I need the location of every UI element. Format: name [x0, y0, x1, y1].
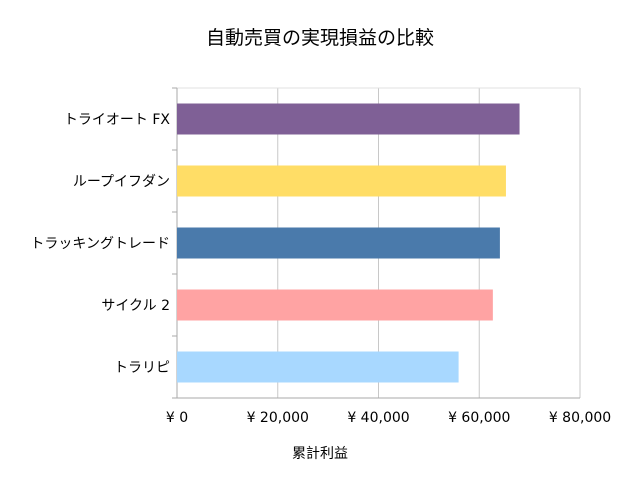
- x-axis-labels: ¥ 0 ¥ 20,000 ¥ 40,000 ¥ 60,000 ¥ 80,000: [166, 410, 611, 426]
- x-tick-label: ¥ 0: [166, 410, 188, 426]
- x-tick-label: ¥ 40,000: [347, 410, 409, 426]
- x-axis-title: 累計利益: [292, 446, 348, 462]
- x-tick-label: ¥ 80,000: [549, 410, 611, 426]
- y-tick-label: ループイフダン: [73, 174, 170, 190]
- y-tick-label: トライオート FX: [64, 112, 171, 128]
- y-tick-label: トラリピ: [114, 360, 170, 376]
- bar: [177, 165, 506, 197]
- bar: [177, 103, 520, 135]
- y-tick-label: サイクル 2: [101, 298, 170, 314]
- bars: [177, 103, 520, 383]
- bar: [177, 227, 500, 259]
- bar: [177, 351, 459, 383]
- x-tick-label: ¥ 60,000: [448, 410, 510, 426]
- y-tick-label: トラッキングトレード: [30, 236, 170, 252]
- x-tick-label: ¥ 20,000: [247, 410, 309, 426]
- bar: [177, 289, 493, 321]
- chart-title: 自動売買の実現損益の比較: [206, 27, 434, 49]
